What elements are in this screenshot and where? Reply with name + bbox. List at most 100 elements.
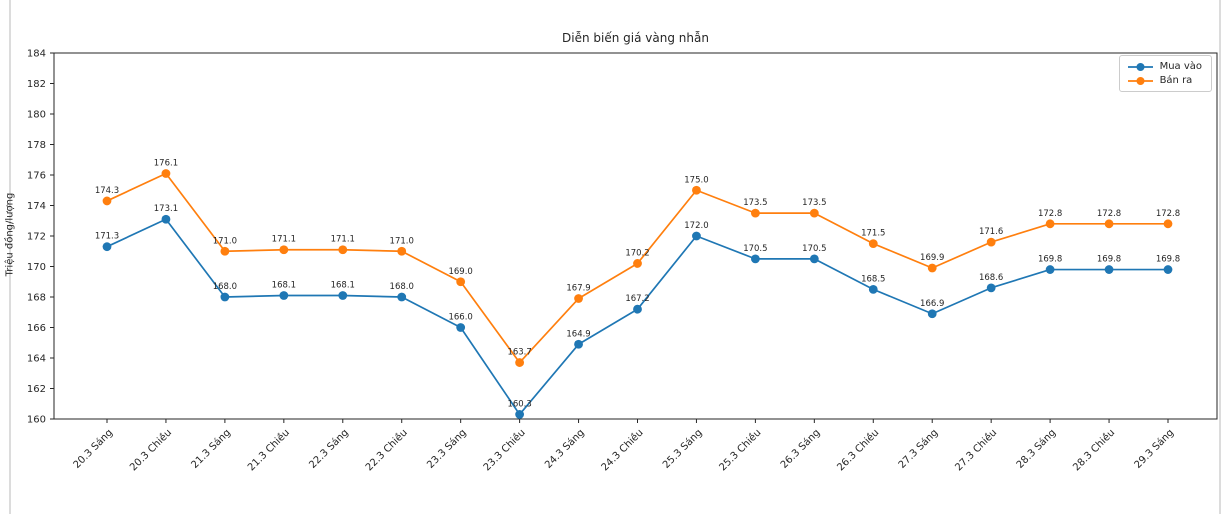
- x-tick-label: 20.3 Sáng: [71, 427, 115, 471]
- value-label-0-17: 169.8: [1097, 255, 1121, 265]
- x-tick-label: 21.3 Chiều: [245, 427, 292, 474]
- x-tick-label: 26.3 Chiều: [835, 427, 882, 474]
- chart-title: Diễn biến giá vàng nhẫn: [562, 31, 709, 45]
- data-point-0-16: [1045, 265, 1055, 274]
- x-tick-label: 25.3 Chiều: [717, 427, 764, 474]
- value-label-1-1: 176.1: [154, 158, 178, 168]
- data-point-0-5: [397, 292, 407, 302]
- value-label-0-18: 169.8: [1156, 255, 1180, 265]
- value-label-1-4: 171.1: [331, 235, 355, 245]
- data-point-1-17: [1104, 219, 1114, 229]
- data-point-1-10: [692, 185, 701, 195]
- y-tick-label: 184: [27, 49, 46, 60]
- x-tick-label: 28.3 Sáng: [1014, 427, 1058, 471]
- data-point-1-2: [220, 246, 230, 256]
- data-point-0-4: [338, 291, 348, 300]
- value-label-1-5: 171.0: [390, 236, 414, 246]
- y-tick-label: 162: [27, 384, 46, 395]
- y-tick-label: 166: [27, 323, 46, 334]
- y-tick-label: 170: [27, 262, 46, 273]
- y-tick-label: 168: [27, 293, 46, 304]
- value-label-1-8: 167.9: [566, 284, 590, 294]
- value-label-0-15: 168.6: [979, 273, 1003, 283]
- data-point-1-16: [1045, 219, 1055, 229]
- data-point-1-12: [809, 208, 819, 218]
- data-point-0-18: [1163, 265, 1173, 274]
- x-tick-label: 27.3 Chiều: [953, 427, 1000, 474]
- y-tick-label: 174: [27, 201, 46, 212]
- value-label-0-14: 166.9: [920, 299, 944, 309]
- data-point-1-1: [161, 169, 171, 178]
- value-label-1-17: 172.8: [1097, 209, 1121, 219]
- data-point-1-7: [515, 358, 525, 367]
- x-tick-label: 26.3 Sáng: [778, 427, 822, 471]
- data-point-1-5: [397, 246, 407, 256]
- value-label-0-1: 173.1: [154, 204, 178, 214]
- value-label-1-10: 175.0: [684, 175, 708, 185]
- value-label-1-9: 170.2: [625, 248, 649, 258]
- y-tick-label: 160: [27, 415, 46, 426]
- data-point-0-8: [574, 339, 583, 349]
- y-tick-label: 182: [27, 79, 46, 90]
- x-tick-label: 23.3 Sáng: [425, 427, 469, 471]
- data-point-0-3: [279, 291, 289, 300]
- data-point-0-13: [868, 284, 878, 294]
- y-tick-label: 176: [27, 171, 46, 182]
- data-point-0-17: [1104, 265, 1114, 274]
- x-tick-label: 29.3 Sáng: [1132, 427, 1176, 471]
- y-tick-label: 178: [27, 140, 46, 151]
- x-tick-label: 22.3 Chiều: [363, 427, 410, 474]
- series-line-1: [106, 172, 1168, 364]
- value-label-1-13: 171.5: [861, 229, 885, 239]
- value-label-1-12: 173.5: [802, 198, 826, 208]
- x-tick-label: 27.3 Sáng: [896, 427, 940, 471]
- data-point-1-13: [868, 239, 878, 249]
- x-tick-label: 23.3 Chiều: [481, 427, 528, 474]
- legend-line-marker-orange: [1127, 76, 1153, 85]
- value-label-0-6: 166.0: [448, 313, 472, 323]
- data-point-0-0: [102, 242, 112, 252]
- card-right-border: [1219, 0, 1221, 514]
- legend: Mua vào Bán ra: [1118, 55, 1212, 92]
- data-point-1-3: [279, 245, 289, 255]
- value-label-1-2: 171.0: [213, 236, 237, 246]
- value-label-1-15: 171.6: [979, 227, 1003, 237]
- legend-entry-mua-vao: Mua vào: [1127, 61, 1202, 72]
- x-tick-label: 20.3 Chiều: [127, 427, 174, 474]
- y-tick-label: 172: [27, 232, 46, 243]
- data-point-0-9: [633, 304, 642, 314]
- value-label-0-7: 160.3: [507, 399, 531, 409]
- value-label-1-14: 169.9: [920, 253, 944, 263]
- legend-label-ban-ra: Bán ra: [1159, 75, 1193, 86]
- value-label-0-0: 171.3: [95, 232, 119, 242]
- value-label-0-12: 170.5: [802, 244, 826, 254]
- x-tick-label: 21.3 Sáng: [189, 427, 233, 471]
- value-label-1-3: 171.1: [272, 235, 296, 245]
- value-label-1-6: 169.0: [448, 267, 472, 277]
- value-label-1-16: 172.8: [1038, 209, 1062, 219]
- value-label-0-4: 168.1: [331, 280, 355, 290]
- value-label-0-8: 164.9: [566, 329, 590, 339]
- data-point-1-15: [986, 237, 996, 247]
- value-label-0-10: 172.0: [684, 221, 708, 231]
- value-label-1-11: 173.5: [743, 198, 767, 208]
- data-point-0-11: [750, 254, 760, 264]
- data-point-0-1: [161, 214, 171, 224]
- data-point-1-6: [456, 277, 466, 287]
- data-point-1-4: [338, 245, 348, 255]
- data-point-0-2: [220, 292, 230, 302]
- data-point-1-9: [633, 259, 642, 268]
- data-point-1-8: [574, 294, 583, 303]
- data-point-0-15: [986, 283, 996, 293]
- value-label-1-18: 172.8: [1156, 209, 1180, 219]
- data-point-0-14: [927, 309, 937, 319]
- legend-line-marker-blue: [1127, 62, 1153, 71]
- value-label-0-3: 168.1: [272, 280, 296, 290]
- value-label-0-9: 167.2: [625, 294, 649, 304]
- value-label-0-5: 168.0: [390, 282, 414, 292]
- value-label-1-7: 163.7: [507, 348, 531, 358]
- y-tick-label: 180: [27, 110, 46, 121]
- x-tick-label: 22.3 Sáng: [307, 427, 351, 471]
